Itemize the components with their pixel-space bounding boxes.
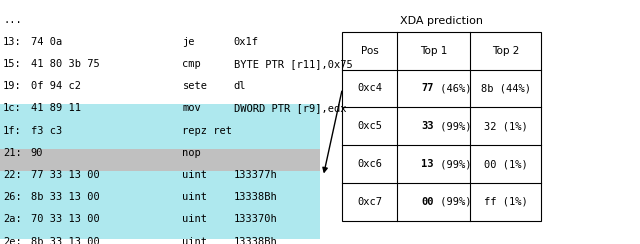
Text: sete: sete: [182, 81, 207, 91]
Text: 13:: 13:: [3, 37, 22, 47]
Text: uint: uint: [182, 237, 207, 244]
Text: Top 2: Top 2: [492, 46, 519, 56]
Text: 74 0a: 74 0a: [31, 37, 62, 47]
Text: 1f:: 1f:: [3, 126, 22, 136]
Text: (99%): (99%): [434, 121, 471, 131]
Text: 00: 00: [421, 197, 434, 207]
Text: 8b 33 13 00: 8b 33 13 00: [31, 192, 99, 202]
Text: 13338Bh: 13338Bh: [234, 192, 277, 202]
Bar: [0, 104, 320, 128]
Text: 77 33 13 00: 77 33 13 00: [31, 170, 99, 180]
Text: 26:: 26:: [3, 192, 22, 202]
Text: 77: 77: [421, 83, 434, 93]
Text: je: je: [182, 37, 195, 47]
Bar: [0, 193, 320, 216]
Bar: [0, 149, 320, 172]
Text: Pos: Pos: [361, 46, 378, 56]
Text: 19:: 19:: [3, 81, 22, 91]
Text: cmp: cmp: [182, 59, 201, 69]
Text: 8b (44%): 8b (44%): [481, 83, 531, 93]
Text: 21:: 21:: [3, 148, 22, 158]
Text: 0xc4: 0xc4: [357, 83, 382, 93]
Text: 1c:: 1c:: [3, 103, 22, 113]
Text: uint: uint: [182, 214, 207, 224]
Text: 22:: 22:: [3, 170, 22, 180]
Text: 2a:: 2a:: [3, 214, 22, 224]
Text: (99%): (99%): [434, 159, 471, 169]
Text: 32 (1%): 32 (1%): [484, 121, 527, 131]
Bar: [342, 32, 541, 221]
Text: 0f 94 c2: 0f 94 c2: [31, 81, 81, 91]
Text: 0xc7: 0xc7: [357, 197, 382, 207]
Text: 133377h: 133377h: [234, 170, 277, 180]
Text: ff (1%): ff (1%): [484, 197, 527, 207]
Text: 8b 33 13 00: 8b 33 13 00: [31, 237, 99, 244]
Text: 0xc5: 0xc5: [357, 121, 382, 131]
Text: 0xc6: 0xc6: [357, 159, 382, 169]
Text: 15:: 15:: [3, 59, 22, 69]
Text: uint: uint: [182, 192, 207, 202]
Text: repz ret: repz ret: [182, 126, 232, 136]
Text: nop: nop: [182, 148, 201, 158]
Text: 2e:: 2e:: [3, 237, 22, 244]
Text: 70 33 13 00: 70 33 13 00: [31, 214, 99, 224]
Bar: [0, 215, 320, 239]
Text: dl: dl: [234, 81, 246, 91]
Text: Top 1: Top 1: [420, 46, 447, 56]
Text: (99%): (99%): [434, 197, 471, 207]
Text: XDA prediction: XDA prediction: [400, 16, 483, 26]
Text: 0x1f: 0x1f: [234, 37, 259, 47]
Text: 133370h: 133370h: [234, 214, 277, 224]
Text: 33: 33: [421, 121, 434, 131]
Text: 13338Bh: 13338Bh: [234, 237, 277, 244]
Text: 41 89 11: 41 89 11: [31, 103, 81, 113]
Text: BYTE PTR [r11],0x75: BYTE PTR [r11],0x75: [234, 59, 353, 69]
Bar: [0, 127, 320, 150]
Text: 00 (1%): 00 (1%): [484, 159, 527, 169]
Bar: [0, 171, 320, 194]
Text: uint: uint: [182, 170, 207, 180]
Text: DWORD PTR [r9],edx: DWORD PTR [r9],edx: [234, 103, 346, 113]
Text: (46%): (46%): [434, 83, 471, 93]
Text: ...: ...: [3, 15, 22, 25]
Text: 13: 13: [421, 159, 434, 169]
Text: f3 c3: f3 c3: [31, 126, 62, 136]
Text: 41 80 3b 75: 41 80 3b 75: [31, 59, 99, 69]
Text: mov: mov: [182, 103, 201, 113]
Text: 90: 90: [31, 148, 44, 158]
